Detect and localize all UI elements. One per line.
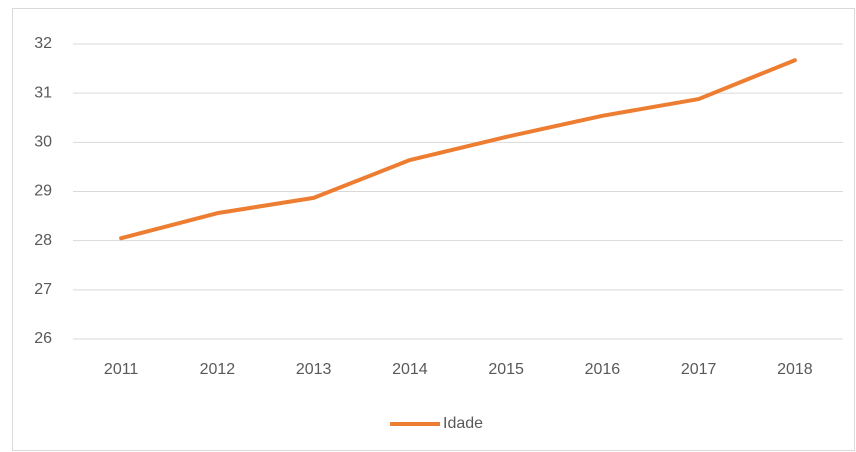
x-tick-label: 2016 (585, 361, 621, 378)
y-tick-label: 26 (34, 330, 52, 347)
x-tick-label: 2011 (104, 361, 139, 378)
legend-label: Idade (443, 415, 483, 432)
x-tick-label: 2014 (392, 361, 428, 378)
y-tick-label: 27 (34, 281, 52, 298)
x-tick-label: 2012 (200, 361, 236, 378)
chart-border (12, 8, 855, 451)
y-tick-label: 28 (34, 232, 52, 249)
y-tick-label: 30 (34, 134, 52, 151)
x-tick-label: 2017 (681, 361, 717, 378)
y-tick-label: 31 (34, 84, 52, 101)
x-tick-label: 2013 (296, 361, 332, 378)
x-tick-label: 2018 (777, 361, 813, 378)
x-tick-label: 2015 (488, 361, 524, 378)
y-tick-label: 32 (34, 35, 52, 52)
data-line (119, 58, 797, 241)
y-tick-label: 29 (34, 183, 52, 200)
